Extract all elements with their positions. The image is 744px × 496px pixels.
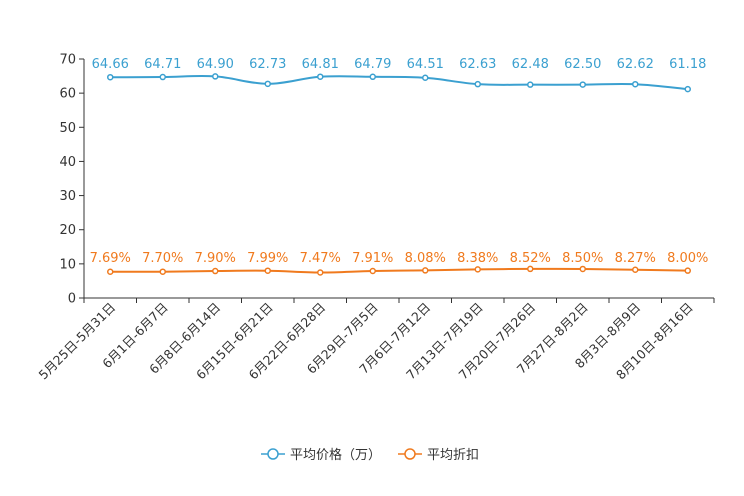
data-label: 7.99%	[247, 251, 288, 266]
data-point	[579, 81, 586, 88]
data-point	[632, 266, 639, 274]
data-label: 7.69%	[90, 251, 131, 266]
series-line-1	[110, 267, 688, 274]
data-point	[369, 73, 376, 81]
data-label: 61.18	[669, 57, 706, 72]
legend-item-0[interactable]: 平均价格（万）	[261, 447, 381, 463]
data-label: 64.90	[197, 57, 234, 72]
data-point	[159, 73, 166, 81]
data-label: 7.90%	[195, 251, 236, 266]
x-tick-label: 5月25日-5月31日	[35, 300, 118, 383]
legend-marker-icon	[404, 448, 416, 460]
data-label: 64.81	[302, 57, 339, 72]
data-point	[317, 269, 324, 276]
data-point	[264, 80, 271, 88]
data-point	[632, 80, 639, 88]
data-label: 64.71	[144, 57, 181, 72]
data-label: 62.63	[459, 57, 496, 72]
data-point	[369, 267, 376, 275]
y-tick-label: 40	[59, 155, 76, 170]
data-point	[107, 73, 114, 81]
data-point	[684, 267, 691, 274]
legend-label: 平均折扣	[427, 448, 479, 463]
data-label: 8.52%	[510, 251, 551, 266]
legend-item-1[interactable]: 平均折扣	[398, 448, 479, 463]
y-tick-label: 10	[59, 257, 76, 272]
y-tick-label: 0	[68, 292, 76, 307]
data-label: 64.79	[354, 57, 391, 72]
data-label: 62.62	[617, 57, 654, 72]
data-point	[317, 73, 324, 80]
data-point	[474, 80, 481, 88]
data-point	[212, 73, 219, 80]
legend[interactable]: 平均价格（万） 平均折扣	[261, 447, 479, 463]
data-label: 7.47%	[300, 251, 341, 266]
data-label: 7.70%	[142, 251, 183, 266]
y-tick-label: 50	[59, 121, 76, 136]
data-point	[107, 268, 114, 275]
y-axis: 0 10 20 30 40 50 60 70	[59, 53, 85, 307]
data-point	[527, 265, 534, 273]
legend-marker-icon	[267, 448, 279, 460]
legend-label: 平均价格（万）	[290, 447, 381, 463]
data-label: 62.48	[512, 57, 549, 72]
y-tick-label: 30	[59, 189, 76, 204]
series-line-0	[110, 74, 688, 91]
data-point	[212, 267, 219, 275]
data-label: 64.66	[92, 57, 129, 72]
data-point	[422, 74, 429, 81]
data-point	[159, 268, 166, 275]
data-label: 8.00%	[667, 251, 708, 266]
data-point	[264, 267, 271, 274]
data-point	[474, 266, 481, 273]
data-point	[579, 265, 586, 273]
data-label: 7.91%	[352, 251, 393, 266]
data-label: 62.73	[249, 57, 286, 72]
data-label: 62.50	[564, 57, 601, 72]
data-label: 64.51	[407, 57, 444, 72]
y-tick-label: 70	[59, 53, 76, 68]
data-point	[422, 267, 429, 274]
series-lines	[107, 73, 691, 276]
data-label: 8.38%	[457, 251, 498, 266]
data-label: 8.50%	[562, 251, 603, 266]
data-point	[527, 81, 534, 88]
x-axis: 5月25日-5月31日6月1日-6月7日6月8日-6月14日6月15日-6月21…	[35, 297, 715, 383]
y-tick-label: 60	[59, 87, 76, 102]
y-tick-label: 20	[59, 223, 76, 238]
data-label: 8.08%	[405, 251, 446, 266]
data-point	[684, 85, 691, 93]
data-labels: 64.66 64.71 64.90 62.73 64.81 64.79 64.51 62.63…	[90, 57, 709, 266]
data-label: 8.27%	[615, 251, 656, 266]
